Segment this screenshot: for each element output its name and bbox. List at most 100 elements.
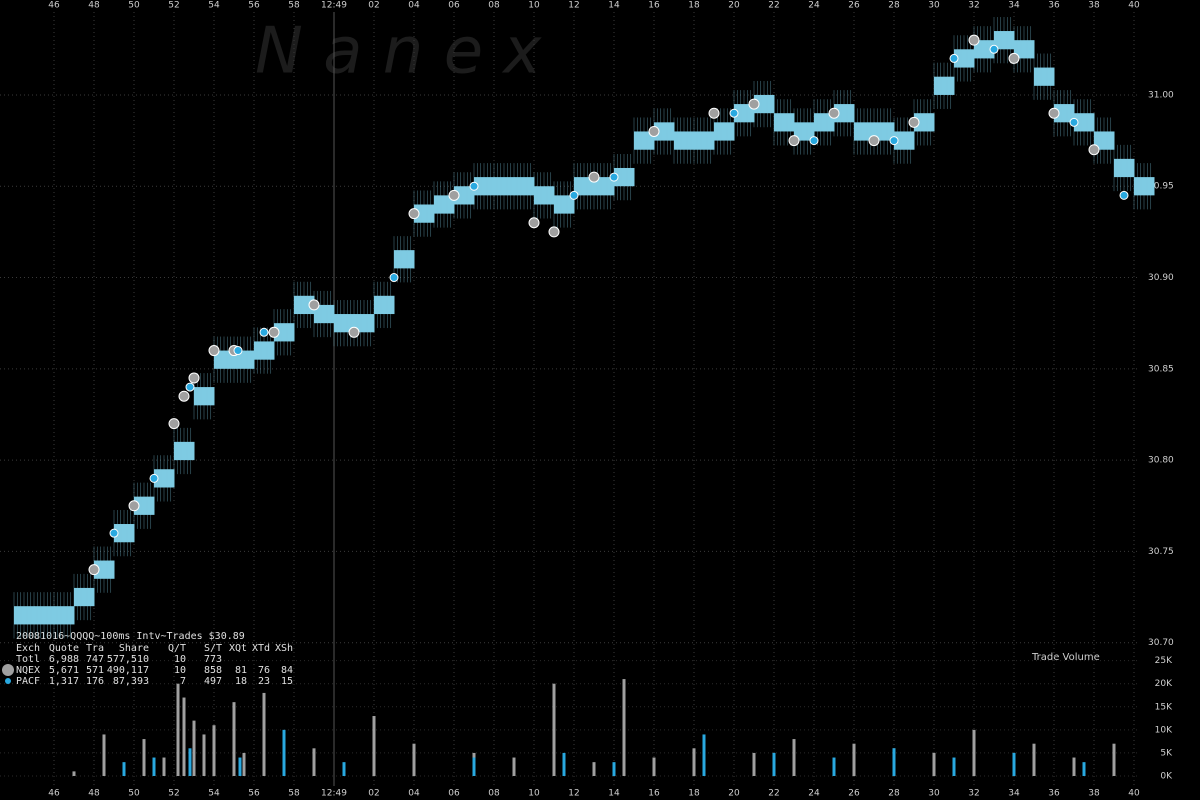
trade-point — [949, 53, 959, 63]
watermark: N a n e x — [255, 15, 542, 89]
quote-band — [754, 94, 775, 114]
x-tick-label-top: 36 — [1048, 1, 1060, 11]
y-tick-label: 30.70 — [1148, 638, 1174, 648]
x-tick-label-top: 22 — [768, 1, 779, 11]
trade-point — [188, 372, 200, 384]
x-tick-label-bottom: 34 — [1008, 789, 1020, 799]
x-tick-label-top: 18 — [688, 1, 700, 11]
stats-cell: 10 — [174, 654, 186, 665]
volume-bar — [1032, 743, 1036, 776]
stats-cell: 7 — [180, 676, 186, 687]
volume-bar — [242, 752, 246, 776]
quote-band — [354, 314, 375, 333]
x-tick-label-bottom: 10 — [528, 789, 540, 799]
quote-band — [194, 387, 215, 406]
quote-band — [514, 177, 535, 196]
x-tick-label-top: 34 — [1008, 1, 1020, 11]
trade-point — [548, 226, 560, 238]
trade-point — [469, 181, 479, 191]
quote-band — [274, 323, 295, 342]
legend-marker — [2, 664, 14, 676]
volume-tick-label: 0K — [1160, 772, 1173, 782]
volume-bar — [1012, 752, 1016, 776]
volume-bar — [702, 734, 706, 776]
volume-tick-label: 5K — [1160, 748, 1173, 758]
trade-point — [348, 326, 360, 338]
quote-band — [874, 122, 895, 141]
stats-cell: Share — [119, 643, 149, 654]
x-tick-label-top: 52 — [168, 1, 179, 11]
trade-point — [868, 135, 880, 147]
volume-bar — [792, 739, 796, 776]
volume-bar — [622, 679, 626, 776]
volume-bar — [562, 752, 566, 776]
x-tick-label-bottom: 22 — [768, 789, 779, 799]
trade-point — [648, 125, 660, 137]
volume-bar — [176, 683, 180, 776]
trade-point — [88, 564, 100, 576]
volume-bar — [932, 752, 936, 776]
trade-point — [109, 528, 119, 538]
trade-point — [1069, 117, 1079, 127]
y-tick-label: 30.75 — [1148, 547, 1174, 557]
quote-band — [134, 496, 155, 515]
trade-point — [448, 189, 460, 201]
trade-point — [729, 108, 739, 118]
stats-cell: Q/T — [168, 643, 186, 654]
volume-tick-label: 25K — [1155, 656, 1173, 666]
trade-point — [528, 217, 540, 229]
stats-cell: 577,510 — [107, 654, 149, 665]
x-tick-label-bottom: 06 — [448, 789, 460, 799]
x-tick-label-bottom: 12 — [568, 789, 579, 799]
x-tick-label-top: 26 — [848, 1, 860, 11]
stats-cell: 23 — [258, 676, 270, 687]
stats-cell: 87,393 — [113, 676, 149, 687]
x-tick-label-top: 12:49 — [321, 1, 347, 11]
quote-band — [154, 469, 175, 488]
x-tick-label-bottom: 14 — [608, 789, 620, 799]
stats-cell: Quote — [49, 643, 79, 654]
stats-cell: 15 — [281, 676, 293, 687]
stats-cell: 490,117 — [107, 665, 149, 676]
quote-band — [254, 341, 275, 360]
quote-band — [574, 177, 595, 196]
x-tick-label-top: 28 — [888, 1, 900, 11]
quote-band — [614, 167, 635, 187]
volume-bar — [312, 748, 316, 776]
x-tick-label-bottom: 30 — [928, 789, 940, 799]
quote-band — [714, 122, 735, 141]
quote-band — [1074, 113, 1095, 132]
x-tick-label-bottom: 50 — [128, 789, 140, 799]
x-tick-label-bottom: 48 — [88, 789, 100, 799]
x-tick-label-top: 56 — [248, 1, 260, 11]
x-tick-label-bottom: 16 — [648, 789, 660, 799]
quote-band — [294, 295, 315, 315]
quote-band — [114, 524, 135, 543]
volume-bar — [142, 739, 146, 776]
trade-point — [1048, 107, 1060, 119]
quote-band — [374, 295, 395, 315]
stats-cell: NQEX — [16, 665, 40, 676]
volume-bar — [952, 757, 956, 776]
x-tick-label-top: 48 — [88, 1, 100, 11]
stats-cell: 858 — [204, 665, 222, 676]
x-tick-label-top: 08 — [488, 1, 500, 11]
stats-cell: 773 — [204, 654, 222, 665]
x-tick-label-top: 04 — [408, 1, 420, 11]
quote-band — [694, 131, 715, 150]
x-tick-label-bottom: 36 — [1048, 789, 1060, 799]
volume-bar — [552, 683, 556, 776]
volume-bar — [238, 757, 242, 776]
quote-band — [34, 606, 55, 625]
volume-bar — [212, 725, 216, 776]
stats-cell: 747 — [86, 654, 104, 665]
legend-label: NQEX — [16, 665, 40, 676]
x-tick-label-bottom: 20 — [728, 789, 740, 799]
x-tick-label-bottom: 54 — [208, 789, 220, 799]
quote-band — [594, 177, 615, 196]
quote-band — [534, 186, 555, 205]
trade-point — [178, 390, 190, 402]
x-tick-label-bottom: 40 — [1128, 789, 1140, 799]
